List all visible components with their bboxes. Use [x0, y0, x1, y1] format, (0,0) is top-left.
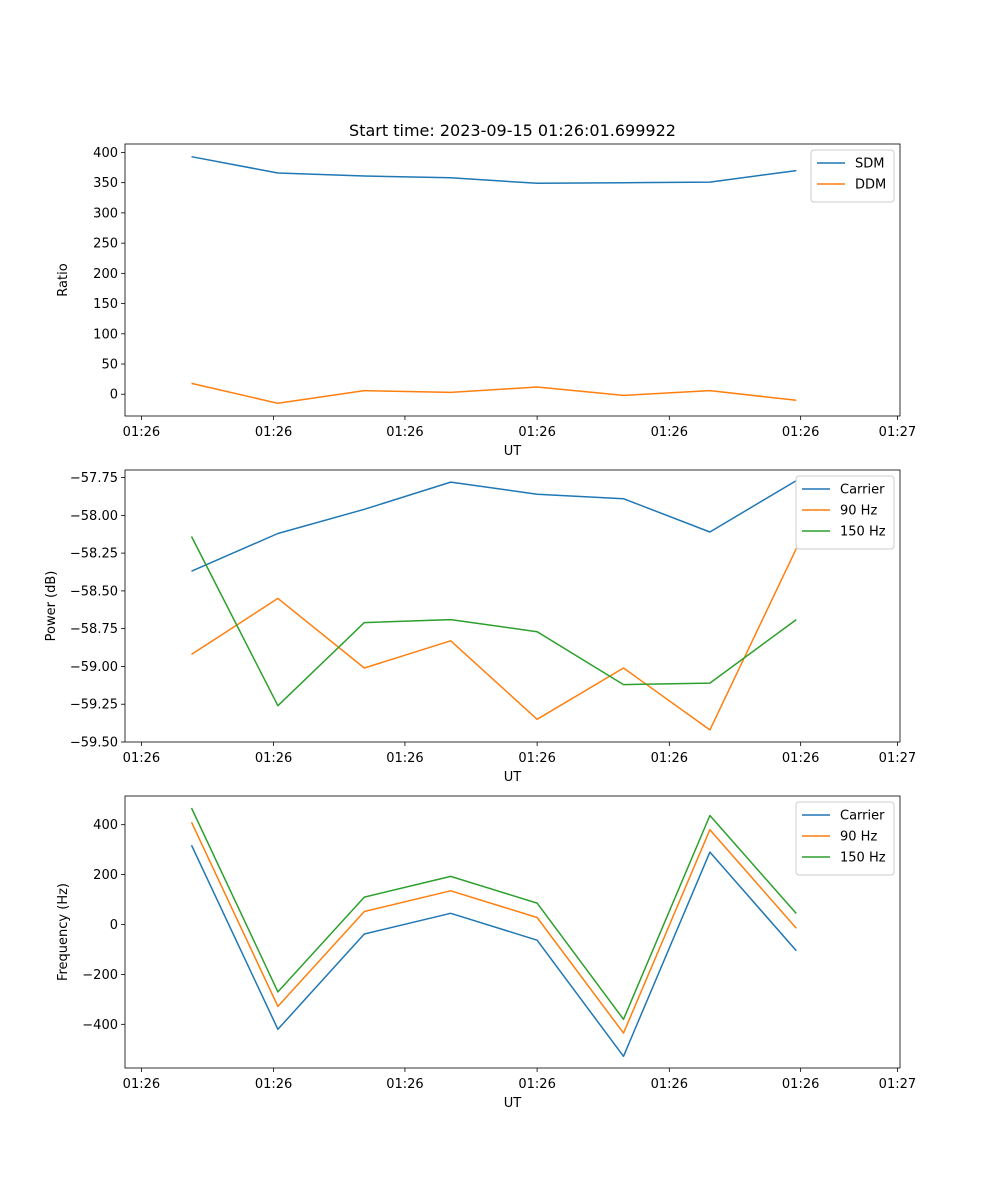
ratio-axes-frame — [124, 143, 901, 417]
ratio-series-line-sdm — [191, 155, 797, 185]
ratio-y-tick-label: 200 — [93, 267, 118, 282]
ratio-y-tick-label: 0 — [110, 388, 118, 403]
power-series-line-carrier — [191, 479, 797, 572]
frequency-x-tick-label: 01:26 — [518, 1077, 555, 1092]
power-plot-area — [125, 470, 900, 742]
frequency-x-tick-label: 01:26 — [651, 1077, 688, 1092]
power-y-axis-label: Power (dB) — [44, 571, 59, 642]
ratio-plot-area — [125, 144, 900, 416]
power-x-tick-label: 01:26 — [651, 751, 688, 766]
frequency-series-line-90-hz — [190, 821, 797, 1034]
power-axes-frame — [124, 469, 901, 743]
ratio-x-tick-label: 01:26 — [123, 425, 160, 440]
ratio-x-tick-label: 01:26 — [386, 425, 423, 440]
ratio-y-tick-label: 350 — [93, 176, 118, 191]
power-y-tick-label: −58.25 — [70, 547, 118, 562]
frequency-axes-frame — [124, 795, 901, 1069]
ratio-panel: 01:26 01:26 01:26 01:26 01:26 01:26 01:27 0 50 10… — [56, 121, 916, 459]
frequency-x-axis-label: UT — [504, 1096, 522, 1111]
ratio-series-line-ddm — [191, 382, 797, 405]
frequency-x-tick-label: 01:26 — [123, 1077, 160, 1092]
frequency-legend-label: Carrier — [840, 809, 885, 824]
ratio-legend-label: SDM — [855, 157, 884, 172]
power-x-tick-label: 01:26 — [518, 751, 555, 766]
ratio-y-tick-label: 400 — [93, 146, 118, 161]
frequency-x-tick-label: 01:26 — [255, 1077, 292, 1092]
power-x-tick-label: 01:26 — [386, 751, 423, 766]
ratio-y-tick-label: 100 — [93, 327, 118, 342]
power-y-tick-label: −57.75 — [70, 471, 118, 486]
power-y-tick-label: −58.75 — [70, 622, 118, 637]
power-x-tick-label: 01:26 — [123, 751, 160, 766]
frequency-y-tick-label: 400 — [93, 818, 118, 833]
power-y-tick-label: −59.00 — [70, 660, 118, 675]
power-legend-label: 150 Hz — [840, 525, 886, 540]
ratio-x-tick-label: 01:26 — [782, 425, 819, 440]
frequency-series-line-150-hz — [190, 807, 797, 1021]
ratio-legend-label: DDM — [855, 178, 886, 193]
power-x-axis-label: UT — [504, 770, 522, 785]
ratio-y-tick-label: 150 — [93, 297, 118, 312]
frequency-legend-label: 150 Hz — [840, 851, 886, 866]
ratio-x-tick-label: 01:27 — [879, 425, 916, 440]
ratio-x-tick-label: 01:26 — [651, 425, 688, 440]
power-x-tick-label: 01:27 — [879, 751, 916, 766]
ratio-y-tick-label: 50 — [101, 358, 118, 373]
ratio-y-axis-label: Ratio — [56, 263, 71, 296]
frequency-x-tick-label: 01:26 — [782, 1077, 819, 1092]
ratio-y-tick-label: 250 — [93, 237, 118, 252]
power-legend-label: Carrier — [840, 483, 885, 498]
power-x-tick-label: 01:26 — [782, 751, 819, 766]
ratio-y-tick-label: 300 — [93, 206, 118, 221]
power-y-tick-label: −58.00 — [70, 509, 118, 524]
power-x-tick-label: 01:26 — [255, 751, 292, 766]
frequency-x-tick-label: 01:27 — [879, 1077, 916, 1092]
power-y-tick-label: −59.50 — [70, 736, 118, 751]
ratio-x-axis-label: UT — [504, 444, 522, 459]
power-y-tick-label: −59.25 — [70, 698, 118, 713]
power-series-line-150-hz — [190, 536, 797, 707]
frequency-y-axis-label: Frequency (Hz) — [56, 883, 71, 981]
frequency-y-tick-label: 0 — [110, 918, 118, 933]
frequency-y-tick-label: −400 — [82, 1018, 118, 1033]
power-y-tick-label: −58.50 — [70, 584, 118, 599]
frequency-panel: 01:26 01:26 01:26 01:26 01:26 01:26 01:27 −400 −… — [56, 795, 916, 1111]
frequency-x-tick-label: 01:26 — [386, 1077, 423, 1092]
ratio-x-tick-label: 01:26 — [255, 425, 292, 440]
power-legend-label: 90 Hz — [840, 504, 877, 519]
frequency-y-tick-label: 200 — [93, 868, 118, 883]
frequency-y-tick-label: −200 — [82, 968, 118, 983]
frequency-series-line-carrier — [190, 844, 797, 1058]
frequency-legend-label: 90 Hz — [840, 830, 877, 845]
ratio-x-tick-label: 01:26 — [518, 425, 555, 440]
power-panel: 01:26 01:26 01:26 01:26 01:26 01:26 01:27 −59.5… — [44, 469, 916, 785]
chart-title: Start time: 2023-09-15 01:26:01.699922 — [349, 121, 676, 140]
power-series-line-90-hz — [191, 548, 797, 731]
